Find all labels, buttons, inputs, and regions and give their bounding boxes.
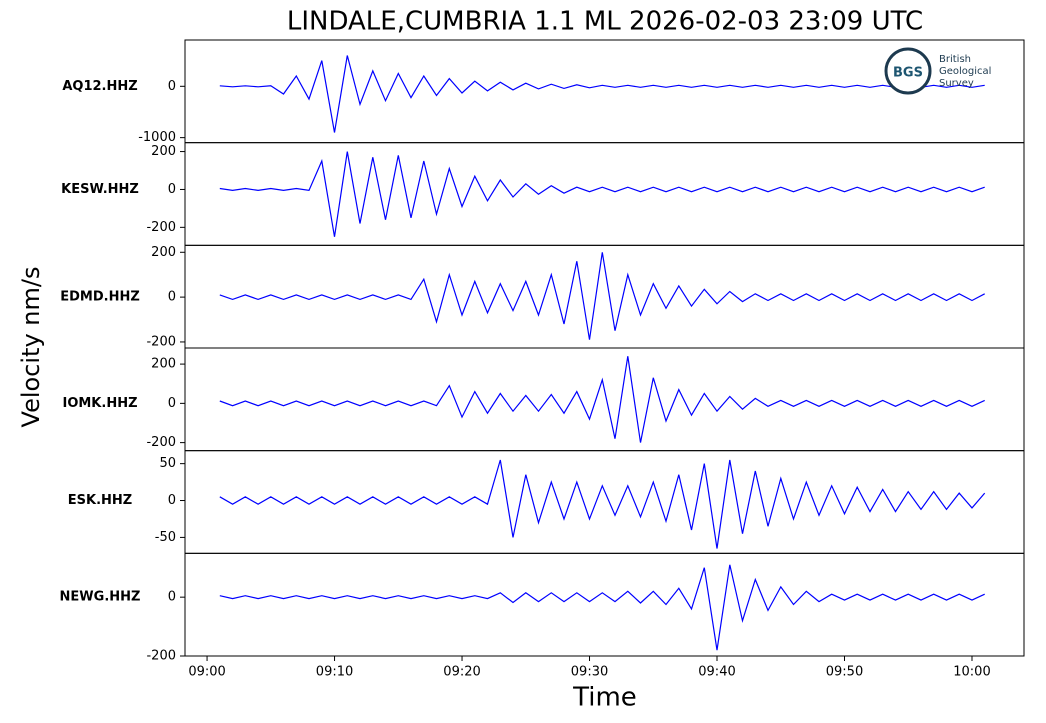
- station-label: AQ12.HHZ: [62, 79, 137, 94]
- panel-frame: [184, 450, 1025, 554]
- panel-frame: [184, 244, 1025, 349]
- y-tick-label: -200: [146, 220, 176, 235]
- chart-title: LINDALE,CUMBRIA 1.1 ML 2026-02-03 23:09 …: [287, 7, 923, 37]
- y-tick-label: -200: [146, 334, 176, 349]
- y-tick-label: 0: [168, 590, 176, 605]
- panel-frame: [184, 347, 1025, 452]
- y-axis-label: Velocity nm/s: [17, 267, 45, 428]
- y-tick-label: 50: [159, 456, 176, 471]
- x-axis-label: Time: [572, 683, 637, 713]
- logo: BGS British Geological Survey: [884, 47, 991, 95]
- y-tick-label: 0: [168, 182, 176, 197]
- station-label: IOMK.HHZ: [62, 396, 137, 411]
- x-tick-label: 09:20: [443, 665, 480, 680]
- y-tick-label: 0: [168, 290, 176, 305]
- y-tick-label: -50: [155, 530, 176, 545]
- waveform: [219, 151, 985, 237]
- y-tick-label: 200: [151, 144, 176, 159]
- waveform: [219, 564, 985, 651]
- panel-frame: [184, 142, 1025, 246]
- waveform: [219, 459, 986, 549]
- y-tick-label: -200: [146, 435, 176, 450]
- y-tick-label: 200: [151, 357, 176, 372]
- waveform: [219, 252, 985, 340]
- logo-line: Survey: [939, 78, 974, 89]
- y-tick-label: 0: [168, 79, 176, 94]
- logo-ring: [884, 47, 932, 95]
- y-tick-label: 0: [168, 396, 176, 411]
- waveform: [219, 55, 985, 133]
- waveform: [219, 356, 985, 443]
- station-label: EDMD.HHZ: [60, 290, 140, 305]
- y-tick-label: 200: [151, 245, 176, 260]
- x-tick-label: 09:10: [316, 665, 353, 680]
- logo-line: British: [939, 54, 971, 65]
- logo-line: Geological: [939, 66, 991, 77]
- y-tick-label: -200: [146, 649, 176, 664]
- x-tick-label: 10:00: [953, 665, 990, 680]
- y-tick-label: 0: [168, 493, 176, 508]
- x-tick-label: 09:00: [188, 665, 225, 680]
- station-label: ESK.HHZ: [68, 493, 132, 508]
- logo-abbr: BGS: [893, 66, 923, 81]
- x-tick-label: 09:50: [826, 665, 863, 680]
- panel-frame: [184, 552, 1025, 657]
- x-tick-label: 09:40: [698, 665, 735, 680]
- station-label: NEWG.HHZ: [60, 590, 141, 605]
- y-tick-label: -1000: [138, 130, 176, 145]
- x-tick-label: 09:30: [571, 665, 608, 680]
- station-label: KESW.HHZ: [61, 182, 139, 197]
